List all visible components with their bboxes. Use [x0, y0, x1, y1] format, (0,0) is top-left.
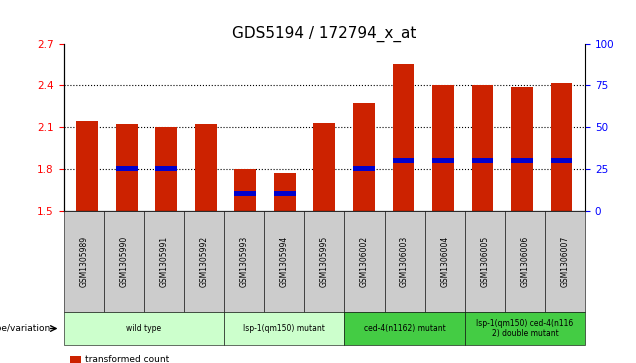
Text: GSM1305991: GSM1305991 — [160, 236, 169, 287]
Bar — [471, 158, 494, 163]
Bar — [551, 82, 572, 211]
Bar — [235, 169, 256, 211]
Text: lsp-1(qm150) mutant: lsp-1(qm150) mutant — [244, 324, 325, 333]
Bar — [353, 166, 375, 171]
Text: genotype/variation: genotype/variation — [0, 324, 51, 333]
Bar — [432, 85, 453, 211]
Bar — [511, 87, 533, 211]
Bar — [353, 103, 375, 211]
Text: lsp-1(qm150) ced-4(n116
2) double mutant: lsp-1(qm150) ced-4(n116 2) double mutant — [476, 319, 574, 338]
Text: transformed count: transformed count — [85, 355, 169, 363]
Text: GSM1306003: GSM1306003 — [400, 236, 409, 287]
Bar — [392, 65, 414, 211]
Bar — [392, 158, 414, 163]
Text: GSM1306004: GSM1306004 — [440, 236, 449, 287]
Text: ced-4(n1162) mutant: ced-4(n1162) mutant — [364, 324, 445, 333]
Bar — [155, 166, 177, 171]
Text: GSM1305990: GSM1305990 — [120, 236, 128, 287]
Bar — [511, 158, 533, 163]
Text: GSM1306005: GSM1306005 — [480, 236, 489, 287]
Bar — [116, 166, 137, 171]
Bar — [195, 124, 217, 211]
Title: GDS5194 / 172794_x_at: GDS5194 / 172794_x_at — [232, 26, 417, 42]
Bar — [274, 173, 296, 211]
Text: GSM1306006: GSM1306006 — [520, 236, 529, 287]
Text: GSM1305992: GSM1305992 — [200, 236, 209, 287]
Text: GSM1305989: GSM1305989 — [79, 236, 88, 287]
Text: GSM1305994: GSM1305994 — [280, 236, 289, 287]
Text: GSM1305993: GSM1305993 — [240, 236, 249, 287]
Bar — [155, 127, 177, 211]
Text: GSM1305995: GSM1305995 — [320, 236, 329, 287]
Text: GSM1306002: GSM1306002 — [360, 236, 369, 287]
Bar — [314, 123, 335, 211]
Bar — [274, 191, 296, 196]
Bar — [116, 124, 137, 211]
Bar — [76, 122, 98, 211]
Text: GSM1306007: GSM1306007 — [560, 236, 570, 287]
Text: wild type: wild type — [127, 324, 162, 333]
Bar — [471, 85, 494, 211]
Bar — [551, 158, 572, 163]
Bar — [432, 158, 453, 163]
Bar — [235, 191, 256, 196]
